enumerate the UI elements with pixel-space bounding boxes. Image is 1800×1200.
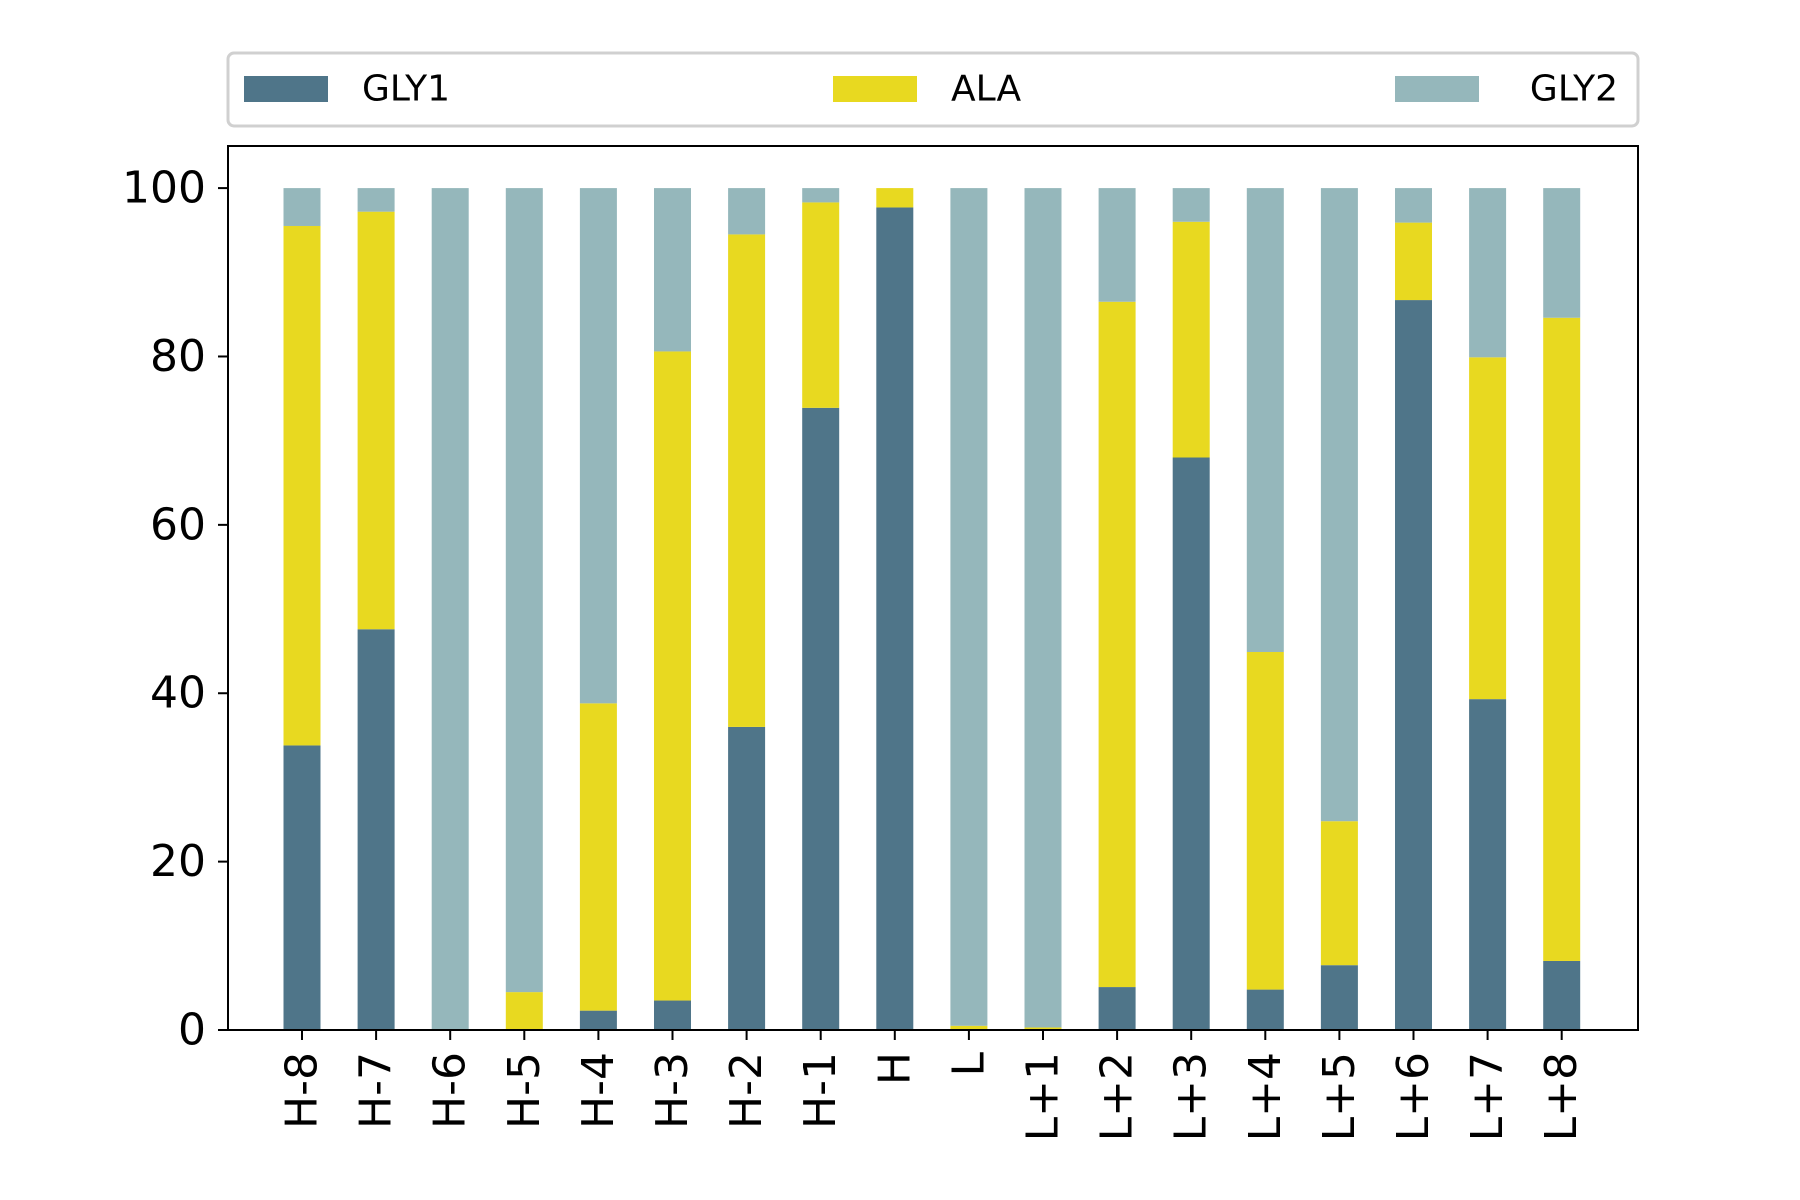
bar-gly2-l: [950, 188, 988, 1026]
x-tick-label: L+5: [1314, 1052, 1365, 1141]
x-tick-label: H-7: [351, 1052, 402, 1129]
bar-gly1-l+7: [1469, 699, 1507, 1030]
legend-label-gly2: GLY2: [1530, 69, 1618, 110]
bar-ala-l+2: [1098, 301, 1136, 988]
x-tick-label: L+4: [1240, 1052, 1291, 1141]
bar-gly2-l+4: [1246, 188, 1284, 652]
x-tick-label: L+8: [1536, 1052, 1587, 1141]
bar-ala-h-2: [728, 234, 766, 727]
x-tick-label: L+1: [1018, 1052, 1069, 1141]
bar-gly2-l+6: [1395, 188, 1432, 223]
bar-ala-l+3: [1172, 221, 1210, 458]
x-tick-label: L: [943, 1052, 994, 1077]
x-tick-label: H-8: [277, 1052, 328, 1129]
legend-swatch-ala: [833, 76, 917, 102]
bar-gly2-l+3: [1172, 188, 1210, 222]
bar-gly1-l+6: [1395, 300, 1432, 1030]
y-tick-label: 60: [150, 499, 206, 550]
x-tick-label: L+6: [1388, 1052, 1439, 1141]
bar-gly1-l+8: [1543, 960, 1581, 1030]
bar-gly2-h-7: [357, 188, 395, 212]
bar-gly2-h-5: [505, 188, 543, 993]
bar-gly2-l+1: [1024, 188, 1062, 1028]
legend-label-ala: ALA: [951, 69, 1022, 110]
legend-swatch-gly2: [1395, 76, 1479, 102]
x-axis: H-8 H-7 H-6 H-5 H-4 H-3 H-2 H-1 H L L+1 L+2 L+3 L+4 L+…: [277, 1030, 1587, 1141]
legend-swatch-gly1: [244, 76, 328, 102]
bar-gly1-l+3: [1172, 457, 1210, 1030]
bar-gly2-h-6: [431, 188, 469, 1031]
bar-gly2-h-4: [579, 188, 617, 704]
x-tick-label: H-4: [573, 1052, 624, 1129]
bar-ala-l+5: [1320, 821, 1358, 966]
bar-gly2-l+2: [1098, 188, 1136, 302]
bar-ala-h-3: [654, 351, 691, 1001]
bar-gly1-h-3: [654, 1000, 691, 1030]
y-tick-label: 80: [150, 331, 206, 382]
bar-gly1-h-7: [357, 629, 395, 1030]
x-tick-label: L+3: [1166, 1052, 1217, 1141]
bar-ala-h-4: [579, 703, 617, 1011]
bar-ala-h-8: [283, 225, 321, 746]
x-tick-label: H-6: [425, 1052, 476, 1129]
bar-gly1-h-2: [728, 726, 766, 1030]
bar-gly2-l+5: [1320, 188, 1358, 822]
x-tick-label: L+2: [1092, 1052, 1143, 1141]
bar-gly1-h: [876, 207, 914, 1030]
bar-gly1-l+4: [1246, 989, 1284, 1030]
bar-gly1-l+5: [1320, 965, 1358, 1030]
y-tick-label: 100: [122, 163, 206, 214]
bar-gly2-h-8: [283, 188, 321, 226]
plot-frame: [227, 145, 1639, 1031]
legend-label-gly1: GLY1: [362, 69, 450, 110]
y-tick-label: 40: [150, 668, 206, 719]
x-tick-label: H-5: [499, 1052, 550, 1129]
bar-gly2-l+8: [1543, 188, 1581, 318]
y-axis: 0 20 40 60 80 100: [122, 163, 228, 1056]
x-tick-label: H-1: [795, 1052, 846, 1129]
bar-ala-l+8: [1543, 317, 1581, 961]
x-tick-label: H: [869, 1052, 920, 1085]
bar-gly1-h-4: [579, 1010, 617, 1030]
legend: GLY1 ALA GLY2: [226, 51, 1640, 128]
x-tick-label: H-2: [721, 1052, 772, 1129]
legend-frame: [226, 51, 1640, 128]
x-tick-label: L+7: [1462, 1052, 1513, 1141]
bar-ala-h: [876, 188, 914, 208]
y-tick-label: 20: [150, 836, 206, 887]
bar-gly1-h-1: [802, 407, 840, 1030]
bar-ala-l+6: [1395, 222, 1432, 301]
bar-gly2-l+7: [1469, 188, 1507, 358]
bar-gly1-l+2: [1098, 987, 1136, 1030]
x-tick-label: H-3: [647, 1052, 698, 1129]
bar-ala-h-5: [505, 992, 543, 1030]
bar-ala-h-1: [802, 202, 840, 408]
bar-gly1-h-8: [283, 745, 321, 1030]
bar-ala-l+1: [1024, 1027, 1062, 1030]
bar-gly2-h-1: [802, 188, 840, 203]
bar-ala-l+7: [1469, 357, 1507, 700]
bar-ala-l+4: [1246, 651, 1284, 990]
bar-gly2-h-3: [654, 188, 691, 352]
bar-gly2-h-2: [728, 188, 766, 235]
y-tick-label: 0: [178, 1005, 206, 1056]
bar-ala-h-7: [357, 211, 395, 630]
bar-ala-l: [950, 1025, 988, 1030]
bars-layer: [283, 188, 1581, 1031]
